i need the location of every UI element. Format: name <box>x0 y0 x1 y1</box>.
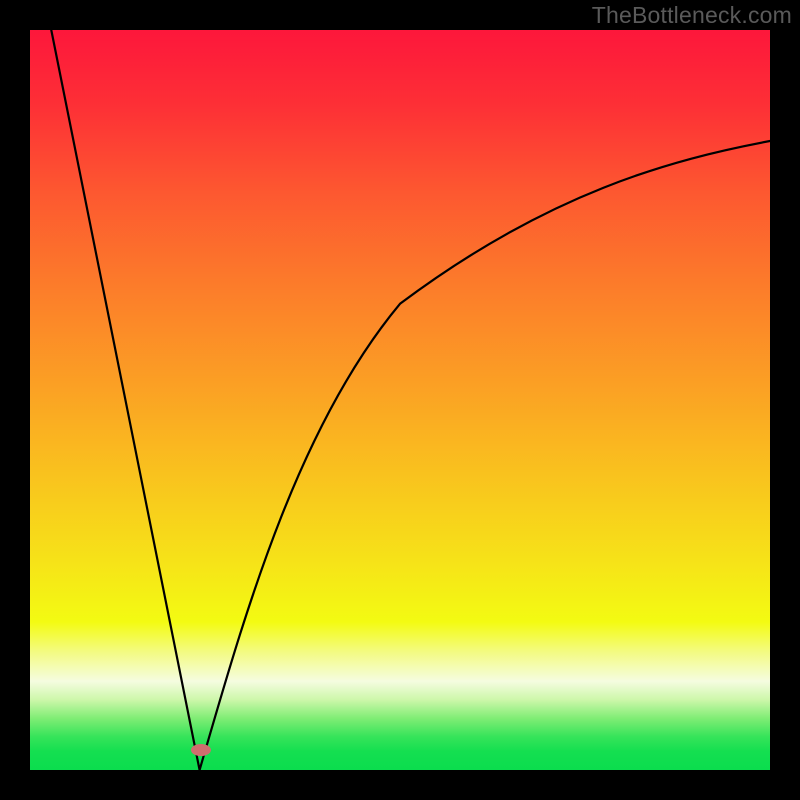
watermark-text: TheBottleneck.com <box>592 2 792 29</box>
bottleneck-chart <box>0 0 800 800</box>
chart-container: TheBottleneck.com <box>0 0 800 800</box>
gradient-background <box>30 30 770 770</box>
optimum-marker <box>191 744 211 756</box>
